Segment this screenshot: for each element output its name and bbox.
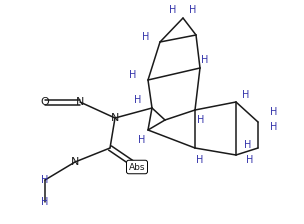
Text: Abs: Abs xyxy=(129,162,145,172)
Text: H: H xyxy=(201,55,209,65)
Text: N: N xyxy=(71,157,79,167)
Text: H: H xyxy=(142,32,150,42)
Text: H: H xyxy=(41,197,49,207)
Text: H: H xyxy=(138,135,146,145)
Text: H: H xyxy=(246,155,254,165)
Text: H: H xyxy=(242,90,250,100)
Text: H: H xyxy=(270,107,278,117)
Text: H: H xyxy=(134,95,142,105)
Text: H: H xyxy=(41,175,49,185)
Text: H: H xyxy=(169,5,177,15)
Text: H: H xyxy=(270,122,278,132)
Text: O: O xyxy=(41,97,49,107)
Text: H: H xyxy=(244,140,252,150)
Text: N: N xyxy=(76,97,84,107)
Text: H: H xyxy=(129,70,137,80)
Text: H: H xyxy=(197,115,205,125)
Text: H: H xyxy=(189,5,197,15)
Text: H: H xyxy=(196,155,204,165)
Text: N: N xyxy=(111,113,119,123)
